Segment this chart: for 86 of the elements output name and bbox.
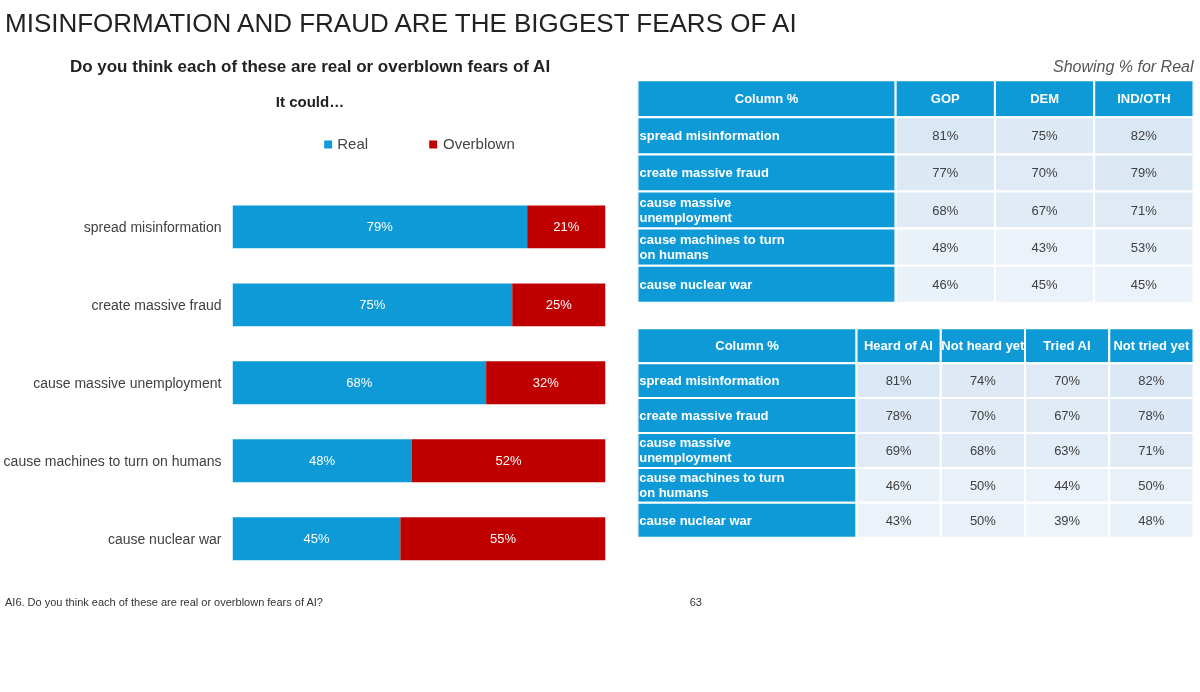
- data-label: 67%: [1031, 202, 1059, 218]
- data-label: 71%: [1130, 202, 1158, 218]
- bar: [232, 283, 513, 327]
- chart-subtitle: It could…: [275, 92, 345, 112]
- data-label: 78%: [1138, 408, 1165, 424]
- data-label: 69%: [885, 442, 913, 458]
- data-label: 79%: [1130, 165, 1158, 181]
- data-label: 55%: [489, 531, 517, 547]
- data-label: 75%: [359, 297, 386, 313]
- x-tick-label: Not tried yet: [1113, 338, 1190, 354]
- data-label: 46%: [885, 477, 913, 493]
- y-tick-label: create massive fraud: [639, 408, 769, 424]
- data-label: 70%: [1054, 373, 1081, 389]
- data-label: 70%: [1031, 165, 1059, 181]
- data-label: 53%: [1130, 239, 1158, 255]
- y-tick-label: cause machines to turn on humans: [3, 452, 222, 469]
- y-tick-label: cause massive unemployment: [33, 374, 222, 391]
- x-tick-label: Tried AI: [1043, 338, 1091, 354]
- chart-title: Do you think each of these are real or overblown fears of AI: [69, 56, 551, 78]
- y-tick-label: spread misinformation: [83, 218, 222, 235]
- data-label: 82%: [1138, 373, 1165, 389]
- data-label: 71%: [1138, 442, 1165, 458]
- data-label: 21%: [553, 219, 580, 235]
- legend-label: Overblown: [443, 135, 515, 152]
- bar: [232, 361, 487, 405]
- data-label: 45%: [1130, 276, 1158, 292]
- data-label: 67%: [1054, 408, 1081, 424]
- data-label: 70%: [969, 408, 997, 424]
- x-tick-label: GOP: [930, 91, 961, 107]
- y-tick-label: cause massive unemployment: [639, 435, 733, 466]
- data-label: 48%: [1138, 512, 1165, 528]
- y-tick-label: create massive fraud: [91, 296, 222, 313]
- y-tick-label: spread misinformation: [639, 128, 780, 144]
- data-label: 79%: [366, 219, 394, 235]
- bar: [411, 439, 606, 483]
- bar: [232, 517, 401, 561]
- data-label: 43%: [885, 512, 913, 528]
- data-label: 45%: [303, 531, 330, 547]
- y-tick-label: create massive fraud: [639, 165, 769, 181]
- data-label: 45%: [1031, 276, 1059, 292]
- data-label: 46%: [932, 276, 959, 292]
- y-tick-label: cause nuclear war: [107, 530, 222, 547]
- y-tick-label: cause machines to turn on humans: [639, 232, 785, 263]
- y-tick-label: cause machines to turn on humans: [639, 470, 785, 501]
- data-label: 52%: [495, 453, 522, 469]
- data-label: 77%: [932, 165, 959, 181]
- y-tick-label: cause nuclear war: [639, 276, 753, 292]
- data-label: 68%: [969, 442, 997, 458]
- bar: [512, 283, 606, 327]
- data-label: 63%: [1054, 442, 1081, 458]
- data-label: 25%: [545, 297, 573, 313]
- y-tick-label: cause nuclear war: [639, 512, 752, 528]
- y-tick-label: cause massive unemployment: [639, 195, 733, 226]
- y-axis-title: Column %: [715, 338, 780, 354]
- x-tick-label: Heard of AI: [863, 338, 933, 354]
- x-tick-label: Not heard yet: [941, 338, 1026, 354]
- data-label: 75%: [1031, 128, 1059, 144]
- data-label: 74%: [969, 373, 997, 389]
- text: MISINFORMATION AND FRAUD ARE THE BIGGEST FEARS OF AI: [5, 7, 797, 40]
- data-label: 48%: [932, 239, 959, 255]
- data-label: 50%: [969, 477, 997, 493]
- data-label: 44%: [1054, 477, 1081, 493]
- data-label: 50%: [1138, 477, 1165, 493]
- text: AI6. Do you think each of these are real or overblown fears of AI? 63: [5, 596, 702, 608]
- bar: [400, 517, 606, 561]
- data-label: 48%: [309, 453, 336, 469]
- data-label: 39%: [1054, 512, 1081, 528]
- data-label: 78%: [885, 408, 913, 424]
- y-axis-title: Column %: [734, 91, 799, 107]
- legend-label: Real: [337, 135, 369, 152]
- chart-title: Showing % for Real: [1052, 57, 1194, 75]
- data-label: 50%: [969, 512, 997, 528]
- x-tick-label: DEM: [1030, 91, 1060, 107]
- bar: [486, 361, 606, 405]
- bar: [527, 205, 606, 249]
- bar: [232, 205, 528, 249]
- data-label: 68%: [932, 202, 959, 218]
- bar: [232, 439, 412, 483]
- data-label: 81%: [885, 373, 913, 389]
- y-tick-label: spread misinformation: [639, 373, 780, 389]
- x-tick-label: IND/OTH: [1117, 91, 1171, 107]
- data-label: 82%: [1130, 128, 1158, 144]
- data-label: 68%: [346, 375, 373, 391]
- data-label: 43%: [1031, 239, 1059, 255]
- data-label: 32%: [532, 375, 560, 391]
- data-label: 81%: [932, 128, 959, 144]
